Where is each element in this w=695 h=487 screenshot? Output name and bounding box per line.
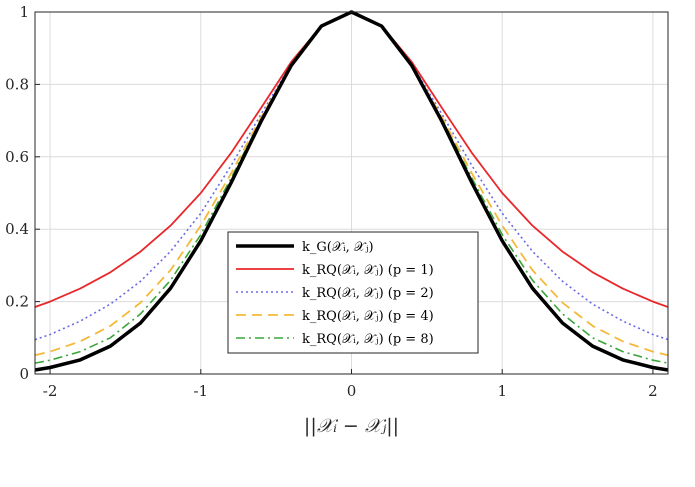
legend-label-3: k_RQ(𝒳ᵢ, 𝒳ⱼ) (p = 4)	[302, 309, 434, 324]
x-tick-label: 0	[347, 382, 357, 400]
y-tick-label: 0.2	[5, 293, 29, 311]
y-tick-label: 1	[19, 3, 29, 21]
y-tick-label: 0.8	[5, 75, 29, 93]
series-line-4	[34, 11, 669, 364]
legend-label-0: k_G(𝒳ᵢ, 𝒳ⱼ)	[302, 240, 374, 255]
legend-box	[227, 231, 479, 354]
legend-label-1: k_RQ(𝒳ᵢ, 𝒳ⱼ) (p = 1)	[302, 263, 434, 278]
y-tick-label: 0.4	[5, 220, 29, 238]
y-tick-label: 0.6	[5, 148, 29, 166]
legend-label-2: k_RQ(𝒳ᵢ, 𝒳ⱼ) (p = 2)	[302, 286, 434, 301]
legend-label-4: k_RQ(𝒳ᵢ, 𝒳ⱼ) (p = 8)	[302, 332, 434, 347]
legend: k_G(𝒳ᵢ, 𝒳ⱼ) k_RQ(𝒳ᵢ, 𝒳ⱼ) (p = 1) k_RQ(𝒳ᵢ, …	[227, 231, 479, 354]
axis-ticks: -2 -1 0 1 2 0 0.2 0.4 0.6 0.8 1	[5, 3, 658, 400]
x-tick-label: -1	[193, 382, 208, 400]
y-tick-label: 0	[19, 365, 29, 383]
x-tick-label: 1	[497, 382, 507, 400]
x-tick-label: -2	[43, 382, 58, 400]
x-tick-label: 2	[648, 382, 658, 400]
x-axis-label: ||𝒳ᵢ − 𝒳ⱼ||	[304, 415, 399, 437]
